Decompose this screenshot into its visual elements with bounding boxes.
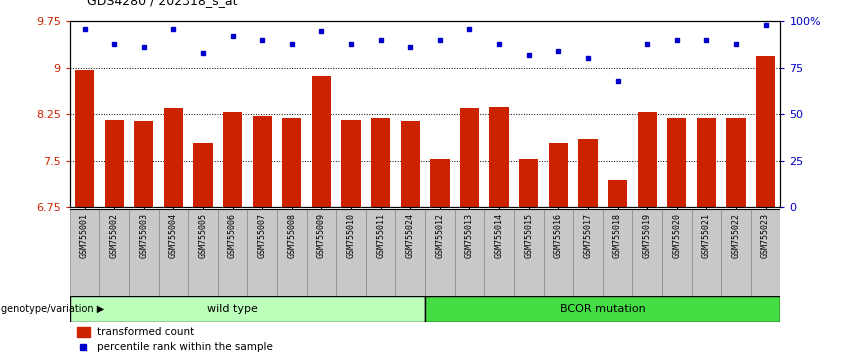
Text: GSM755008: GSM755008 [288, 213, 296, 258]
Bar [396, 209, 425, 296]
Bar [188, 209, 218, 296]
Bar [544, 209, 573, 296]
Bar [756, 56, 775, 207]
Text: GSM755007: GSM755007 [258, 213, 266, 258]
Bar [163, 108, 183, 207]
Text: GSM755018: GSM755018 [613, 213, 622, 258]
Bar [514, 209, 544, 296]
Text: BCOR mutation: BCOR mutation [560, 304, 646, 314]
Bar [667, 118, 687, 207]
Bar [253, 116, 271, 207]
Text: GSM755020: GSM755020 [672, 213, 682, 258]
Bar [134, 121, 153, 207]
Text: GSM755022: GSM755022 [732, 213, 740, 258]
Text: GSM755010: GSM755010 [346, 213, 356, 258]
Text: transformed count: transformed count [97, 327, 194, 337]
Bar [75, 69, 94, 207]
Bar [306, 209, 336, 296]
Bar [311, 76, 331, 207]
Bar [336, 209, 366, 296]
Text: GSM755023: GSM755023 [761, 213, 770, 258]
Bar [519, 159, 539, 207]
Bar [454, 209, 484, 296]
Bar [608, 181, 627, 207]
Text: GSM755019: GSM755019 [643, 213, 652, 258]
Bar [460, 108, 479, 207]
Text: GSM755012: GSM755012 [436, 213, 444, 258]
Text: percentile rank within the sample: percentile rank within the sample [97, 342, 272, 352]
Bar [105, 120, 123, 207]
Bar [549, 143, 568, 207]
Bar [697, 118, 716, 207]
Text: GSM755001: GSM755001 [80, 213, 89, 258]
Text: GSM755016: GSM755016 [554, 213, 563, 258]
Bar [70, 296, 425, 322]
Bar [431, 159, 449, 207]
Text: GDS4280 / 202318_s_at: GDS4280 / 202318_s_at [87, 0, 237, 7]
Bar [692, 209, 721, 296]
Text: GSM755017: GSM755017 [584, 213, 592, 258]
Bar [721, 209, 751, 296]
Bar [425, 296, 780, 322]
Bar [283, 118, 301, 207]
Text: GSM755014: GSM755014 [494, 213, 504, 258]
Text: GSM755015: GSM755015 [524, 213, 534, 258]
Bar [637, 112, 657, 207]
Bar [632, 209, 662, 296]
Bar [425, 209, 454, 296]
Bar [727, 118, 745, 207]
Text: GSM755006: GSM755006 [228, 213, 237, 258]
Bar [223, 112, 243, 207]
Bar [401, 121, 420, 207]
Text: GSM755024: GSM755024 [406, 213, 414, 258]
Bar [248, 209, 277, 296]
Bar [489, 107, 509, 207]
Bar [70, 209, 100, 296]
Text: GSM755021: GSM755021 [702, 213, 711, 258]
Bar [579, 139, 597, 207]
Bar [100, 209, 129, 296]
Bar [341, 120, 361, 207]
Bar [158, 209, 188, 296]
Bar [77, 327, 89, 337]
Text: genotype/variation ▶: genotype/variation ▶ [1, 304, 104, 314]
Bar [277, 209, 306, 296]
Bar [662, 209, 692, 296]
Bar [366, 209, 396, 296]
Text: GSM755005: GSM755005 [198, 213, 208, 258]
Text: GSM755011: GSM755011 [376, 213, 386, 258]
Text: GSM755004: GSM755004 [168, 213, 178, 258]
Text: GSM755003: GSM755003 [140, 213, 148, 258]
Bar [603, 209, 632, 296]
Bar [573, 209, 603, 296]
Text: GSM755009: GSM755009 [317, 213, 326, 258]
Bar [129, 209, 158, 296]
Text: GSM755002: GSM755002 [110, 213, 118, 258]
Text: wild type: wild type [207, 304, 258, 314]
Text: GSM755013: GSM755013 [465, 213, 474, 258]
Bar [193, 143, 213, 207]
Bar [751, 209, 780, 296]
Bar [371, 118, 391, 207]
Bar [484, 209, 514, 296]
Bar [218, 209, 248, 296]
